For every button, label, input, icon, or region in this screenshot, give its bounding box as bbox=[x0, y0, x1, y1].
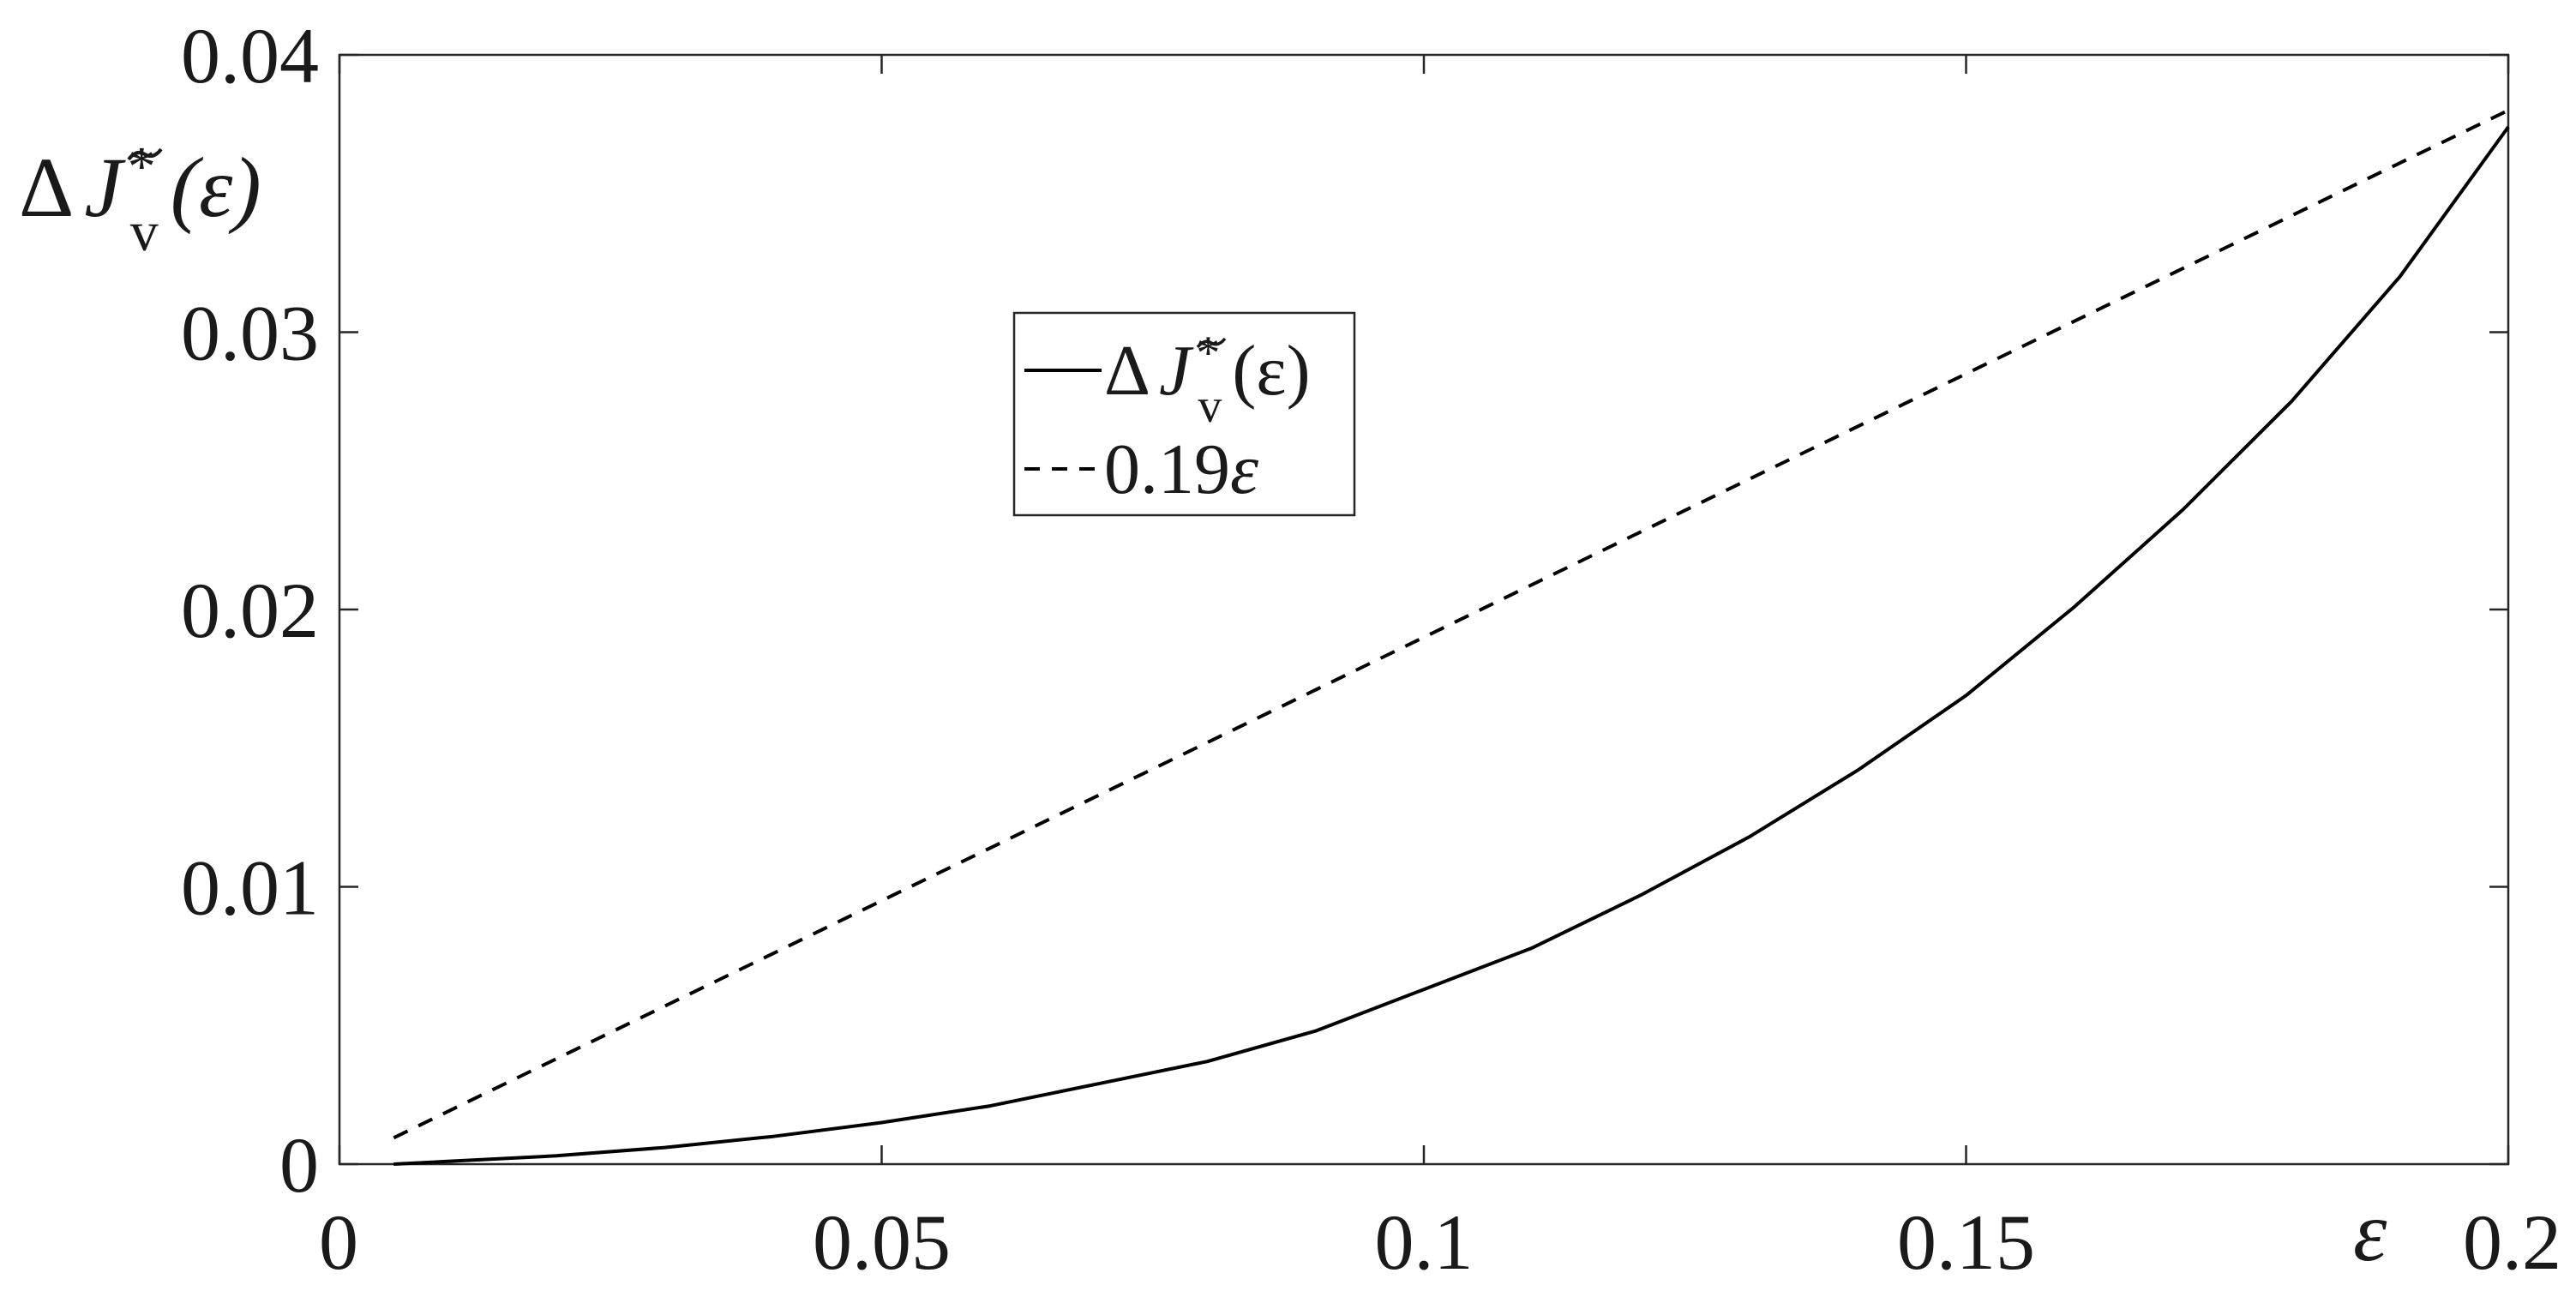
legend-label-argument: (ε) bbox=[1232, 331, 1310, 411]
plot-area bbox=[338, 53, 2510, 1166]
y-label-argument: (ε) bbox=[171, 140, 261, 235]
legend-label-subscript: v bbox=[1198, 380, 1222, 433]
legend: Δ J * v (ε) 0.19ε bbox=[1012, 311, 1356, 517]
x-tick-label: 0 bbox=[319, 1198, 358, 1286]
y-tick-label: 0.03 bbox=[181, 290, 319, 377]
y-tick-label: 0.04 bbox=[181, 12, 319, 99]
legend-box bbox=[1012, 311, 1356, 517]
x-tick-label: 0.15 bbox=[1897, 1198, 2035, 1286]
legend-label-dashed-symbol: ε bbox=[1230, 429, 1259, 509]
legend-item-dashed: 0.19ε bbox=[1024, 429, 1259, 509]
y-tick-label: 0.01 bbox=[181, 844, 319, 932]
x-tick-labels: 0 0.05 0.1 0.15 0.2 bbox=[319, 1198, 2561, 1286]
y-tick-label: 0.02 bbox=[181, 567, 319, 654]
legend-label-tilde bbox=[1196, 337, 1227, 349]
legend-label-superscript: * bbox=[1196, 327, 1220, 380]
axis-ticks bbox=[338, 53, 2510, 1166]
x-tick-label: 0.2 bbox=[2463, 1198, 2561, 1286]
x-tick-label: 0.05 bbox=[813, 1198, 951, 1286]
series-layer bbox=[393, 108, 2510, 1166]
x-tick-label: 0.1 bbox=[1375, 1198, 1474, 1286]
x-axis-label: ε bbox=[2353, 1184, 2387, 1279]
y-label-symbol: J bbox=[84, 140, 126, 235]
svg-text:0.19ε: 0.19ε bbox=[1104, 429, 1259, 509]
series-line-solid bbox=[393, 125, 2510, 1166]
y-label-subscript: v bbox=[130, 201, 159, 263]
legend-label-symbol: J bbox=[1159, 331, 1194, 411]
y-label-tilde bbox=[127, 147, 163, 161]
legend-item-solid: Δ J * v (ε) bbox=[1024, 327, 1311, 433]
series-line-dashed bbox=[393, 108, 2509, 1140]
svg-text:ΔJ*v(ε): ΔJ*v(ε) bbox=[1104, 327, 1311, 433]
y-label-superscript: * bbox=[128, 135, 156, 198]
y-label-prefix: Δ bbox=[19, 140, 74, 235]
legend-label-dashed-text: 0.19 bbox=[1104, 429, 1230, 509]
legend-label-prefix: Δ bbox=[1104, 331, 1150, 411]
y-tick-label: 0 bbox=[279, 1121, 319, 1209]
y-tick-labels: 0 0.01 0.02 0.03 0.04 bbox=[181, 12, 319, 1209]
svg-text:ΔJ*v(ε): ΔJ*v(ε) bbox=[19, 135, 261, 263]
y-axis-label: Δ J* v (ε) bbox=[19, 135, 261, 263]
